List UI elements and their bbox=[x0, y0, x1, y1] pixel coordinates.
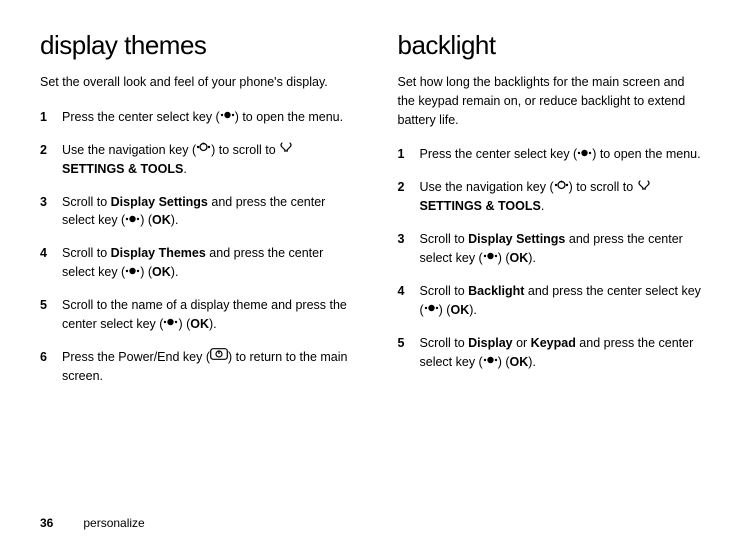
ui-label: OK bbox=[152, 265, 171, 279]
step-item: 4 Scroll to Backlight and press the cente… bbox=[398, 282, 706, 320]
step-item: 3 Scroll to Display Settings and press th… bbox=[40, 193, 348, 231]
step-number: 4 bbox=[40, 244, 50, 282]
step-text: Use the navigation key () to scroll to S… bbox=[420, 178, 706, 216]
ui-label: OK bbox=[510, 251, 529, 265]
ui-label: Backlight bbox=[468, 284, 524, 298]
ui-label: Keypad bbox=[531, 336, 576, 350]
step-number: 3 bbox=[398, 230, 408, 268]
center-select-icon bbox=[220, 107, 235, 126]
left-column: display themes Set the overall look and f… bbox=[40, 30, 348, 400]
center-select-icon bbox=[577, 145, 592, 164]
center-select-icon bbox=[483, 248, 498, 267]
step-item: 1 Press the center select key () to open … bbox=[398, 145, 706, 164]
step-item: 2 Use the navigation key () to scroll to … bbox=[398, 178, 706, 216]
right-heading: backlight bbox=[398, 30, 706, 61]
step-number: 2 bbox=[40, 141, 50, 179]
step-text: Scroll to Display or Keypad and press th… bbox=[420, 334, 706, 372]
step-number: 5 bbox=[398, 334, 408, 372]
tools-icon bbox=[279, 140, 293, 159]
step-text: Press the Power/End key () to return to … bbox=[62, 348, 348, 386]
left-intro: Set the overall look and feel of your ph… bbox=[40, 73, 348, 92]
step-text: Scroll to Display Settings and press the… bbox=[62, 193, 348, 231]
step-number: 1 bbox=[398, 145, 408, 164]
right-column: backlight Set how long the backlights for… bbox=[398, 30, 706, 400]
step-number: 5 bbox=[40, 296, 50, 334]
step-text: Scroll to the name of a display theme an… bbox=[62, 296, 348, 334]
step-text: Use the navigation key () to scroll to S… bbox=[62, 141, 348, 179]
center-select-icon bbox=[125, 211, 140, 230]
step-text: Scroll to Display Settings and press the… bbox=[420, 230, 706, 268]
step-item: 3 Scroll to Display Settings and press th… bbox=[398, 230, 706, 268]
center-select-icon bbox=[483, 352, 498, 371]
left-steps: 1 Press the center select key () to open … bbox=[40, 108, 348, 386]
step-number: 6 bbox=[40, 348, 50, 386]
step-item: 2 Use the navigation key () to scroll to … bbox=[40, 141, 348, 179]
step-item: 6 Press the Power/End key () to return to… bbox=[40, 348, 348, 386]
page-number: 36 bbox=[40, 516, 53, 530]
left-heading: display themes bbox=[40, 30, 348, 61]
step-number: 4 bbox=[398, 282, 408, 320]
footer-label: personalize bbox=[83, 516, 144, 530]
ui-label: Display Themes bbox=[111, 246, 206, 260]
ui-label: SETTINGS & TOOLS bbox=[62, 162, 183, 176]
footer: 36 personalize bbox=[40, 516, 145, 530]
power-end-icon bbox=[210, 347, 228, 366]
step-text: Scroll to Display Themes and press the c… bbox=[62, 244, 348, 282]
step-text: Scroll to Backlight and press the center… bbox=[420, 282, 706, 320]
center-select-icon bbox=[125, 263, 140, 282]
ui-label: OK bbox=[450, 303, 469, 317]
right-steps: 1 Press the center select key () to open … bbox=[398, 145, 706, 371]
ui-label: Display bbox=[468, 336, 512, 350]
ui-label: SETTINGS & TOOLS bbox=[420, 199, 541, 213]
step-number: 3 bbox=[40, 193, 50, 231]
ui-label: Display Settings bbox=[468, 232, 565, 246]
step-number: 2 bbox=[398, 178, 408, 216]
tools-icon bbox=[637, 178, 651, 197]
step-item: 5 Scroll to the name of a display theme a… bbox=[40, 296, 348, 334]
ui-label: OK bbox=[190, 317, 209, 331]
center-select-icon bbox=[163, 314, 178, 333]
step-item: 1 Press the center select key () to open … bbox=[40, 108, 348, 127]
step-text: Press the center select key () to open t… bbox=[62, 108, 348, 127]
step-item: 5 Scroll to Display or Keypad and press t… bbox=[398, 334, 706, 372]
right-intro: Set how long the backlights for the main… bbox=[398, 73, 706, 129]
step-item: 4 Scroll to Display Themes and press the … bbox=[40, 244, 348, 282]
ui-label: OK bbox=[510, 355, 529, 369]
step-text: Press the center select key () to open t… bbox=[420, 145, 706, 164]
ui-label: OK bbox=[152, 213, 171, 227]
navigation-icon bbox=[554, 178, 569, 197]
ui-label: Display Settings bbox=[111, 195, 208, 209]
center-select-icon bbox=[424, 300, 439, 319]
step-number: 1 bbox=[40, 108, 50, 127]
navigation-icon bbox=[196, 140, 211, 159]
